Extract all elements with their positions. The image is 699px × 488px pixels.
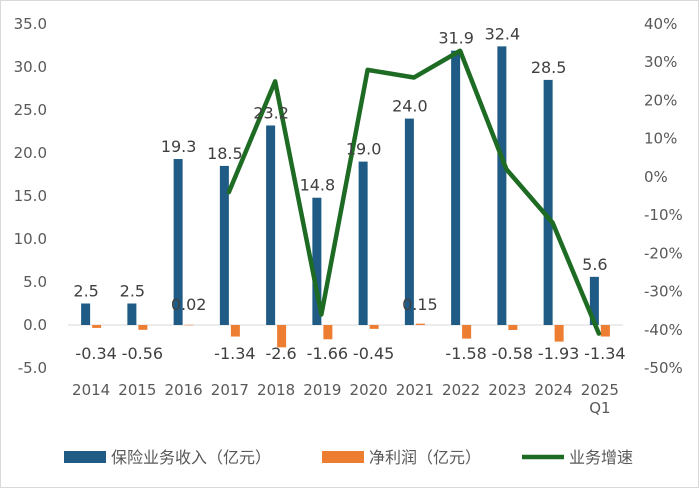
left-axis-tick-label: -5.0 xyxy=(18,359,47,377)
revenue-data-label: 23.2 xyxy=(253,103,289,122)
right-axis-tick-label: -40% xyxy=(644,321,683,339)
revenue-data-label: 31.9 xyxy=(438,29,474,48)
profit-data-label: -1.66 xyxy=(307,344,348,363)
profit-bar xyxy=(323,325,333,340)
x-axis-tick-label: 2016 xyxy=(165,381,203,399)
legend-label-revenue: 保险业务收入（亿元） xyxy=(111,448,271,467)
revenue-data-label: 18.5 xyxy=(207,144,243,163)
profit-data-label: -1.34 xyxy=(584,344,625,363)
legend-swatch-revenue xyxy=(64,451,106,463)
left-axis-tick-label: 15.0 xyxy=(14,187,47,205)
revenue-bar xyxy=(497,46,507,326)
x-axis-tick-label: 2019 xyxy=(303,381,341,399)
profit-bar xyxy=(230,325,240,337)
revenue-data-label: 28.5 xyxy=(531,58,567,77)
right-axis-tick-label: -20% xyxy=(644,244,683,262)
revenue-bar xyxy=(312,197,322,325)
revenue-bar xyxy=(173,159,183,325)
profit-bar xyxy=(138,325,148,330)
right-axis-tick-label: -30% xyxy=(644,283,683,301)
profit-bar xyxy=(277,325,287,348)
profit-bar xyxy=(508,325,518,330)
x-axis-tick-label: 2017 xyxy=(211,381,249,399)
x-axis-tick-label: 2018 xyxy=(257,381,295,399)
growth-line xyxy=(226,48,602,336)
revenue-data-label: 2.5 xyxy=(73,282,98,301)
profit-data-label: -2.6 xyxy=(266,344,297,363)
revenue-data-label: 32.4 xyxy=(485,24,521,43)
profit-data-label: -0.56 xyxy=(122,344,163,363)
profit-bar xyxy=(600,325,610,337)
revenue-data-label: 14.8 xyxy=(300,176,336,195)
revenue-data-label: 19.3 xyxy=(161,137,197,156)
right-axis-tick-label: 40% xyxy=(644,15,677,33)
legend-label-growth: 业务增速 xyxy=(569,448,633,467)
left-axis-tick-label: 20.0 xyxy=(14,144,47,162)
revenue-bar xyxy=(404,118,414,325)
x-axis-tick-label: 2020 xyxy=(350,381,388,399)
right-axis-tick-label: 20% xyxy=(644,91,677,109)
x-axis-tick-label: 2015 xyxy=(118,381,156,399)
revenue-bar xyxy=(127,303,137,325)
profit-bar xyxy=(415,323,425,325)
revenue-bar xyxy=(543,79,553,326)
profit-data-label: 0.02 xyxy=(171,295,207,314)
legend-label-profit: 净利润（亿元） xyxy=(369,448,481,467)
right-axis-tick-label: 10% xyxy=(644,130,677,148)
revenue-bar xyxy=(219,165,229,325)
left-axis-tick-label: 30.0 xyxy=(14,58,47,76)
revenue-data-label: 2.5 xyxy=(120,282,145,301)
left-axis-tick-label: 0.0 xyxy=(23,316,47,334)
right-axis-tick-label: -50% xyxy=(644,359,683,377)
profit-data-label: -0.34 xyxy=(75,344,116,363)
x-axis-tick-label: 2025 xyxy=(581,381,619,399)
profit-bar xyxy=(184,324,194,326)
profit-data-label: -0.58 xyxy=(492,344,533,363)
profit-bar xyxy=(92,325,102,328)
right-axis-tick-label: -10% xyxy=(644,206,683,224)
revenue-bar xyxy=(81,303,91,325)
revenue-bar xyxy=(589,276,599,325)
profit-data-label: -1.34 xyxy=(214,344,255,363)
revenue-bar xyxy=(358,161,368,325)
left-axis-tick-label: 35.0 xyxy=(14,15,47,33)
x-axis-tick-label: 2021 xyxy=(396,381,434,399)
x-axis-tick-label: 2022 xyxy=(442,381,480,399)
revenue-data-label: 19.0 xyxy=(346,140,382,159)
legend-swatch-profit xyxy=(322,451,364,463)
revenue-bar xyxy=(451,50,461,325)
profit-data-label: 0.15 xyxy=(402,295,438,314)
x-axis-tick-label: Q1 xyxy=(589,399,610,417)
left-axis-tick-label: 5.0 xyxy=(23,273,47,291)
profit-bar xyxy=(369,325,379,329)
revenue-bar xyxy=(266,125,276,325)
x-axis-tick-label: 2014 xyxy=(72,381,110,399)
left-axis-tick-label: 10.0 xyxy=(14,230,47,248)
right-axis-tick-label: 30% xyxy=(644,53,677,71)
right-axis-tick-label: 0% xyxy=(644,168,668,186)
revenue-data-label: 24.0 xyxy=(392,97,428,116)
profit-data-label: -1.93 xyxy=(538,344,579,363)
profit-bar xyxy=(554,325,564,342)
x-axis-tick-label: 2023 xyxy=(488,381,526,399)
left-axis-tick-label: 25.0 xyxy=(14,101,47,119)
x-axis-tick-label: 2024 xyxy=(535,381,573,399)
profit-bar xyxy=(462,325,472,339)
profit-data-label: -1.58 xyxy=(445,344,486,363)
profit-data-label: -0.45 xyxy=(353,344,394,363)
revenue-data-label: 5.6 xyxy=(582,255,607,274)
